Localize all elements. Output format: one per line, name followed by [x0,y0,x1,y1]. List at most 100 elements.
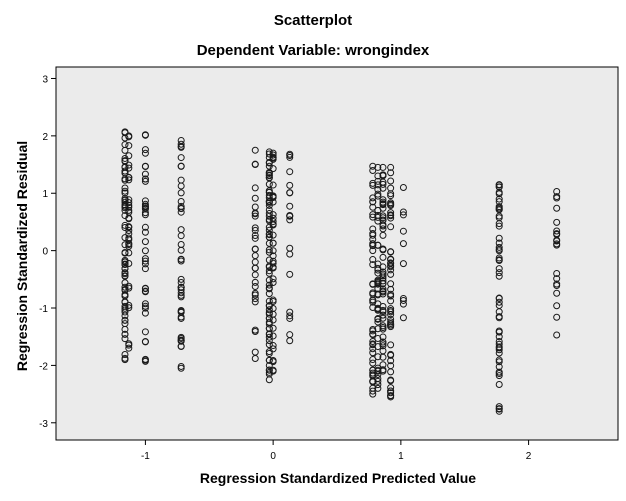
scatter-point [495,372,503,380]
scatter-point [379,277,387,285]
scatter-point [379,347,387,355]
scatter-point [125,259,133,267]
scatter-point [387,263,395,271]
scatter-point [269,165,277,173]
scatter-point [121,308,129,316]
scatter-point [374,192,382,200]
y-tick-label: -3 [39,419,48,430]
scatter-point [177,162,185,170]
scatter-point [125,201,133,209]
scatter-point [177,257,185,265]
scatter-point [141,356,149,364]
scatter-point [286,181,294,189]
y-tick-label: 0 [42,247,48,258]
scatter-point [177,307,185,315]
scatter-point [177,283,185,291]
scatter-point [141,177,149,185]
scatter-point [387,266,395,274]
scatter-point [286,168,294,176]
scatter-point [379,253,387,261]
scatter-point [141,288,149,296]
scatter-point [387,362,395,370]
scatter-point [251,278,259,286]
scatter-point [125,304,133,312]
scatter-point [387,341,395,349]
scatter-point [369,203,377,211]
y-axis-label: Regression Standardized Residual [14,140,30,372]
scatter-point [251,295,259,303]
axis-ticks: -1 0 1 2 -3 -2 -1 0 1 2 3 [39,74,532,462]
x-axis-label: Regression Standardized Predicted Value [199,470,477,486]
scatter-point [379,338,387,346]
scatter-point [177,154,185,162]
scatter-point [269,332,277,340]
scatter-point [553,231,561,239]
scatter-point [265,233,273,241]
scatter-point [379,180,387,188]
scatter-point [125,208,133,216]
scatter-point [265,356,273,364]
scatter-point [125,223,133,231]
scatter-point [374,366,382,374]
y-tick-label: 1 [42,189,48,200]
scatter-point [495,356,503,364]
y-tick-label: 3 [42,74,48,85]
scatter-point [374,334,382,342]
scatter-point [177,204,185,212]
scatter-point [125,199,133,207]
scatter-point [121,196,129,204]
scatter-point [141,260,149,268]
scatter-point [495,337,503,345]
scatter-point [374,318,382,326]
data-points [121,128,561,415]
scatter-point [269,192,277,200]
scatter-point [374,384,382,392]
scatter-point [125,301,133,309]
scatter-point [553,227,561,235]
scatter-point [265,172,273,180]
scatter-point [387,209,395,217]
scatter-point [495,234,503,242]
scatter-point [379,366,387,374]
scatter-point [379,212,387,220]
scatter-point [374,264,382,272]
scatter-point [269,310,277,318]
scatter-point [251,212,259,220]
scatter-point [286,312,294,320]
scatter-point [387,392,395,400]
scatter-point [269,151,277,159]
scatter-point [495,272,503,280]
scatter-point [379,201,387,209]
scatter-point [141,247,149,255]
scatter-point [265,310,273,318]
scatter-point [553,204,561,212]
scatter-point [369,349,377,357]
scatter-point [125,341,133,349]
scatter-point [369,296,377,304]
scatter-point [125,176,133,184]
scatter-point [177,142,185,150]
scatter-point [495,380,503,388]
scatter-point [379,196,387,204]
scatter-point [286,216,294,224]
x-tick-label: 0 [270,451,276,462]
scatter-point [265,169,273,177]
scatter-point [286,331,294,339]
scatter-point [369,181,377,189]
scatter-point [286,189,294,197]
scatter-point [141,228,149,236]
scatter-point [177,197,185,205]
scatter-point [269,342,277,350]
scatter-point [265,174,273,182]
x-tick-label: 1 [398,451,404,462]
scatter-point [286,202,294,210]
scatter-point [141,175,149,183]
scatter-point [265,285,273,293]
scatter-point [379,325,387,333]
scatter-point [379,314,387,322]
scatter-point [141,204,149,212]
scatter-point [495,183,503,191]
scatter-point [495,190,503,198]
scatter-point [265,230,273,238]
